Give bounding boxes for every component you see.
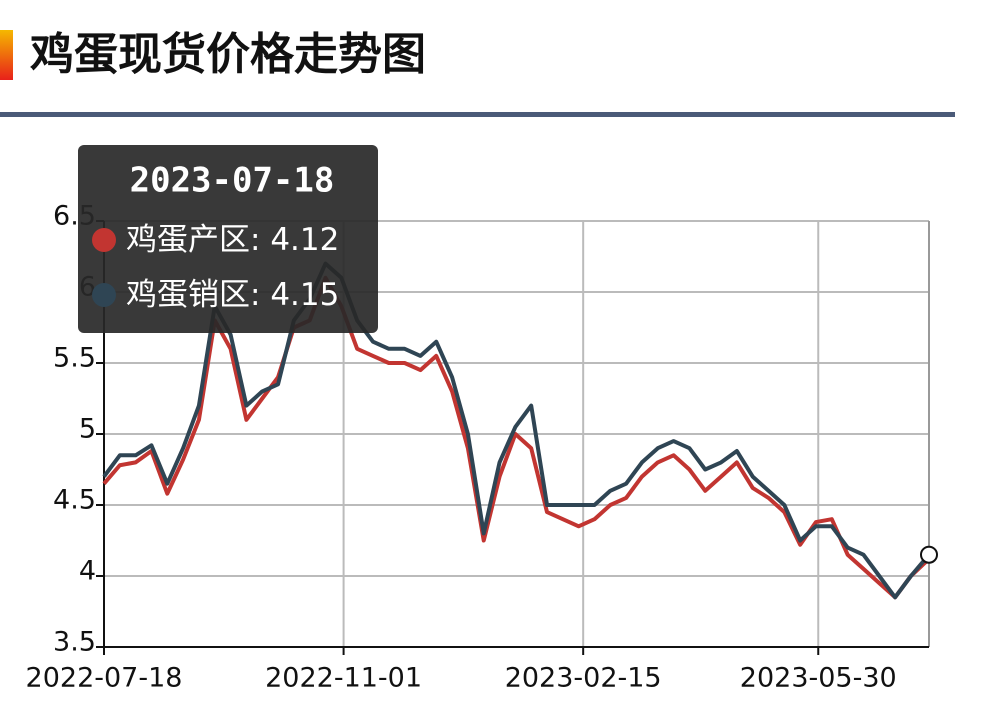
x-tick-label: 2023-02-15 — [505, 663, 662, 694]
y-tick-label: 5 — [79, 414, 96, 445]
tooltip-dot — [92, 283, 116, 307]
tooltip-value: 4.15 — [270, 277, 339, 313]
x-tick-label: 2022-11-01 — [265, 663, 422, 694]
tooltip-value: 4.12 — [270, 222, 339, 258]
tooltip-dot — [92, 228, 116, 252]
y-tick-label: 5.5 — [53, 343, 96, 374]
x-tick-label: 2023-05-30 — [740, 663, 897, 694]
header-rule — [0, 112, 955, 117]
y-tick-label: 4 — [79, 556, 96, 587]
tooltip-row: 鸡蛋产区: 4.12 — [126, 222, 339, 258]
y-tick-label: 3.5 — [53, 627, 96, 658]
tooltip-date: 2023-07-18 — [130, 161, 335, 201]
tooltip-box — [78, 145, 378, 333]
series-line — [102, 275, 931, 600]
series-line — [102, 261, 931, 600]
hover-point — [920, 545, 938, 564]
tooltip: 2023-07-18 鸡蛋产区: 4.12 鸡蛋销区: 4.15 — [78, 145, 378, 333]
tooltip-series: 鸡蛋产区 — [126, 222, 250, 258]
tooltip-row: 鸡蛋销区: 4.15 — [126, 277, 339, 313]
chart-title: 鸡蛋现货价格走势图 — [30, 29, 426, 80]
x-tick-label: 2022-07-18 — [26, 663, 183, 694]
title-icon — [0, 30, 13, 80]
y-tick-label: 4.5 — [53, 485, 96, 516]
tooltip-series: 鸡蛋销区 — [126, 277, 250, 313]
